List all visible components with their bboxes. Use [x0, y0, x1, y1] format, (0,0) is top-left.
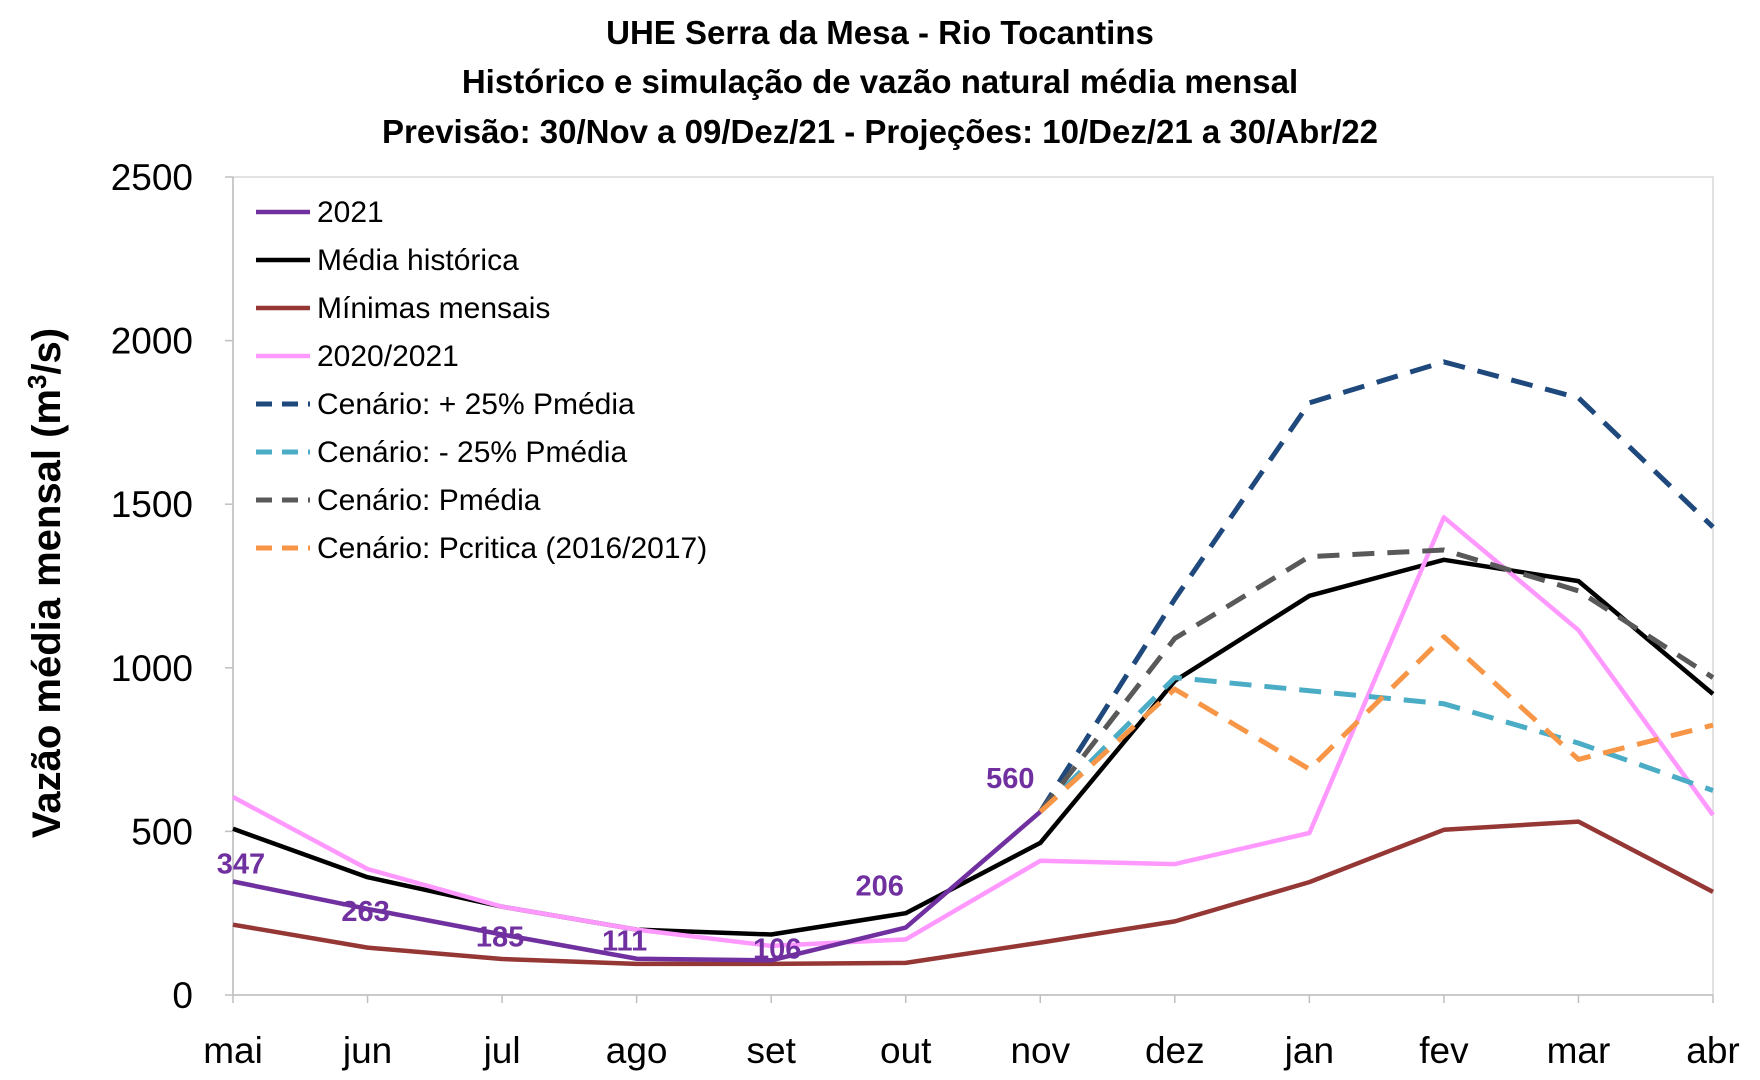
- y-tick-label: 2500: [111, 157, 193, 198]
- data-label-2021: 206: [856, 871, 904, 903]
- x-tick-label: fev: [1419, 1030, 1469, 1071]
- legend-label: Média histórica: [317, 244, 519, 277]
- legend-label: Cenário: + 25% Pmédia: [317, 388, 635, 421]
- series-line-3: [231, 515, 1715, 949]
- plot-area: [232, 176, 1714, 996]
- chart-title: UHE Serra da Mesa - Rio Tocantins Histór…: [382, 14, 1378, 150]
- data-label-2021: 106: [753, 933, 801, 965]
- y-axis-label-suffix: /s): [25, 328, 69, 375]
- data-label-2021: 111: [602, 926, 647, 958]
- legend-label: Cenário: - 25% Pmédia: [317, 436, 627, 469]
- x-tick-label: ago: [606, 1030, 668, 1071]
- legend-label: Mínimas mensais: [317, 292, 550, 325]
- x-tick-label: nov: [1010, 1030, 1070, 1071]
- series-layer: [231, 359, 1715, 967]
- x-tick-label: dez: [1145, 1030, 1205, 1071]
- y-tick-label: 500: [131, 811, 193, 852]
- y-tick-label: 0: [172, 975, 193, 1016]
- chart-title-line-2: Histórico e simulação de vazão natural m…: [462, 63, 1298, 100]
- x-tick-label: out: [880, 1030, 932, 1071]
- series-line-5: [1038, 675, 1714, 814]
- x-tick-label: mai: [203, 1030, 263, 1071]
- data-label-2021: 560: [986, 763, 1034, 795]
- x-tick-label: jul: [483, 1030, 521, 1071]
- legend-label: Cenário: Pcritica (2016/2017): [317, 532, 707, 565]
- series-line-0: [232, 810, 1042, 963]
- y-tick-label: 1500: [111, 484, 193, 525]
- legend-label: 2020/2021: [317, 340, 459, 373]
- legend-label: 2021: [317, 196, 384, 229]
- legend-label: Cenário: Pmédia: [317, 484, 541, 517]
- data-labels: 347 263 185 111 106 206 560: [217, 763, 1035, 966]
- series-line-7: [1038, 634, 1714, 814]
- y-axis-label: Vazão média mensal (m3/s): [22, 328, 69, 838]
- x-tick-label: set: [747, 1030, 797, 1071]
- x-tick-label: abr: [1686, 1030, 1739, 1071]
- legend: 2021 Média histórica Mínimas mensais 2020/2…: [256, 196, 707, 565]
- y-axis-label-sup: 3: [22, 375, 52, 389]
- series-line-4: [1038, 359, 1715, 814]
- chart-title-line-1: UHE Serra da Mesa - Rio Tocantins: [606, 14, 1154, 51]
- series-line-2: [232, 819, 1715, 967]
- data-label-2021: 185: [476, 921, 524, 953]
- x-tick-label: mar: [1547, 1030, 1611, 1071]
- data-label-2021: 347: [217, 848, 265, 880]
- y-axis: 0 500 1000 1500 2000 2500: [111, 157, 233, 1016]
- x-axis: mai jun jul ago set out nov dez jan fev mar abr: [203, 995, 1740, 1071]
- y-tick-label: 1000: [111, 648, 193, 689]
- series-line-1: [232, 557, 1715, 937]
- chart-title-line-3: Previsão: 30/Nov a 09/Dez/21 - Projeções…: [382, 113, 1378, 150]
- x-tick-label: jun: [342, 1030, 392, 1071]
- series-line-6: [1038, 547, 1715, 814]
- y-tick-label: 2000: [111, 321, 193, 362]
- x-tick-label: jan: [1284, 1030, 1334, 1071]
- data-label-2021: 263: [341, 896, 389, 928]
- y-axis-label-prefix: Vazão média mensal (m: [25, 389, 69, 838]
